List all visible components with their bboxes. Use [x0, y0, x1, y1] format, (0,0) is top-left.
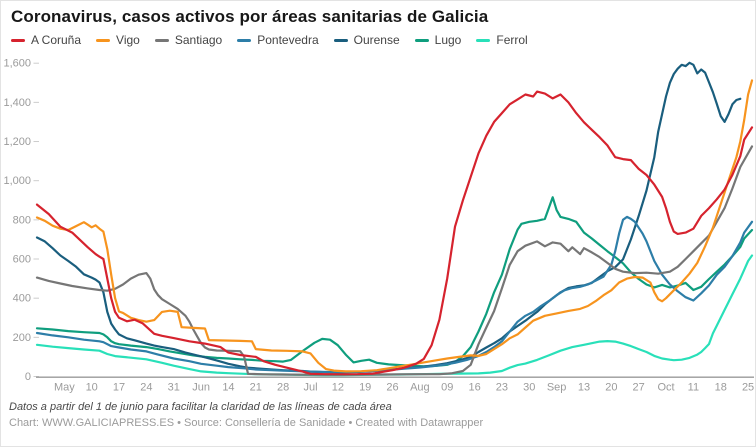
- legend-item-2: Vigo: [96, 33, 140, 47]
- legend-label: Santiago: [174, 33, 223, 47]
- x-tick-label: 18: [715, 382, 727, 394]
- y-tick-label: 1,600: [3, 58, 31, 70]
- x-tick-label: 12: [332, 382, 344, 394]
- legend-label: Lugo: [434, 33, 462, 47]
- legend-label: Vigo: [116, 33, 140, 47]
- legend-item-5: Ourense: [333, 33, 400, 47]
- x-tick-label: 24: [140, 382, 152, 394]
- legend-item-1: A Coruña: [11, 33, 81, 47]
- x-tick-label: Sep: [547, 382, 567, 394]
- legend-label: Ourense: [353, 33, 400, 47]
- x-tick-label: 09: [441, 382, 453, 394]
- series-line-a-coruña: [35, 90, 754, 376]
- x-tick-label: 25: [742, 382, 754, 394]
- y-tick-label: 1,200: [3, 136, 31, 148]
- y-tick-label: 1,000: [3, 175, 31, 187]
- legend-item-4: Pontevedra: [237, 33, 319, 47]
- legend-swatch-icon: [237, 38, 252, 42]
- x-tick-label: 11: [688, 382, 699, 394]
- credit-line: Chart: WWW.GALICIAPRESS.ES • Source: Con…: [9, 417, 484, 429]
- series-line-vigo: [35, 79, 754, 373]
- series-line-lugo: [35, 196, 754, 368]
- x-tick-label: 17: [113, 382, 125, 394]
- x-tick-label: 13: [578, 382, 590, 394]
- series-line-ferrol: [35, 254, 754, 377]
- y-tick-label: 600: [13, 254, 31, 266]
- x-tick-label: 23: [496, 382, 508, 394]
- series-line-ourense: [35, 61, 742, 374]
- legend-swatch-icon: [476, 38, 491, 42]
- x-tick-label: 31: [168, 382, 180, 394]
- x-tick-label: 10: [86, 382, 98, 394]
- x-tick-label: 28: [277, 382, 289, 394]
- legend-swatch-icon: [154, 38, 169, 42]
- series-line-pontevedra: [35, 215, 754, 374]
- page-title: Coronavirus, casos activos por áreas san…: [11, 7, 489, 26]
- legend-item-3: Santiago: [154, 33, 223, 47]
- legend: A Coruña Vigo Santiago Pontevedra Ourense Lug…: [11, 33, 543, 47]
- x-tick-label: Aug: [410, 382, 430, 394]
- legend-swatch-icon: [96, 38, 111, 42]
- y-tick-label: 200: [13, 332, 31, 344]
- legend-swatch-icon: [414, 38, 429, 42]
- x-tick-label: Jun: [192, 382, 210, 394]
- y-tick-label: 0: [25, 371, 31, 383]
- legend-label: A Coruña: [31, 33, 82, 47]
- x-tick-label: 19: [359, 382, 371, 394]
- legend-item-7: Ferrol: [476, 33, 528, 47]
- legend-label: Pontevedra: [257, 33, 319, 47]
- y-tick-label: 400: [13, 293, 31, 305]
- x-tick-label: May: [54, 382, 75, 394]
- x-tick-label: 14: [222, 382, 234, 394]
- x-tick-label: 16: [468, 382, 480, 394]
- x-tick-label: 26: [386, 382, 398, 394]
- x-tick-label: 20: [605, 382, 617, 394]
- series-line-santiago: [35, 145, 754, 376]
- x-tick-label: Jul: [303, 382, 317, 394]
- legend-swatch-icon: [11, 38, 25, 42]
- y-tick-label: 800: [13, 214, 31, 226]
- x-tick-label: 30: [523, 382, 535, 394]
- legend-swatch-icon: [333, 38, 348, 42]
- footnote: Datos a partir del 1 de junio para facil…: [9, 401, 392, 413]
- x-tick-label: 27: [633, 382, 645, 394]
- y-tick-label: 1,400: [3, 97, 31, 109]
- x-tick-label: 21: [250, 382, 262, 394]
- legend-label: Ferrol: [496, 33, 528, 47]
- x-tick-label: Oct: [657, 382, 674, 394]
- legend-item-6: Lugo: [414, 33, 462, 47]
